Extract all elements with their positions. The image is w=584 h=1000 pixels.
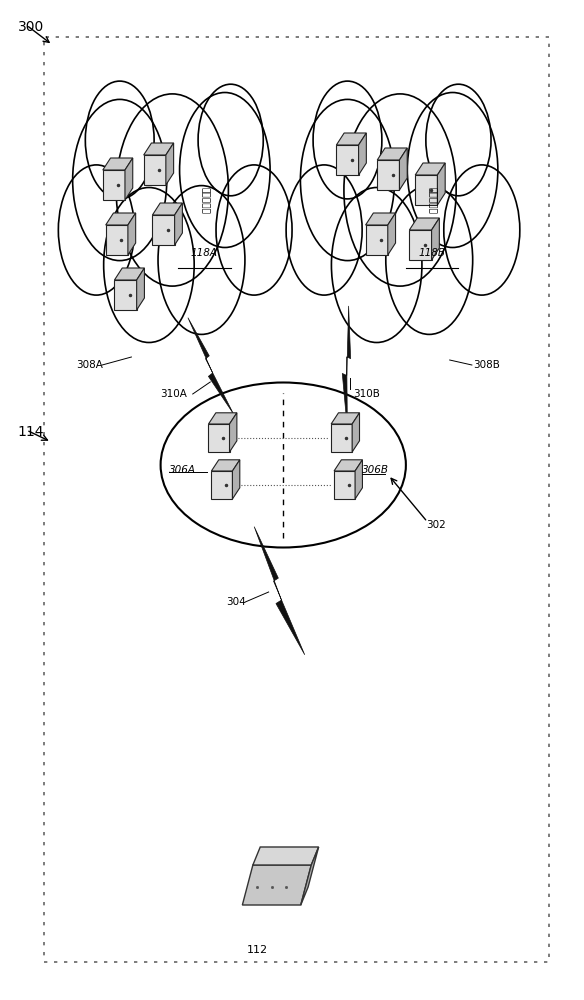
Polygon shape	[106, 225, 128, 255]
Text: 118A: 118A	[191, 248, 218, 258]
Polygon shape	[415, 163, 445, 175]
Circle shape	[286, 165, 362, 295]
Circle shape	[332, 188, 422, 342]
Circle shape	[408, 92, 498, 247]
Polygon shape	[211, 460, 240, 471]
Text: 118B: 118B	[419, 248, 446, 258]
Polygon shape	[359, 133, 366, 175]
Circle shape	[386, 186, 472, 334]
Polygon shape	[144, 143, 173, 155]
Polygon shape	[152, 215, 175, 245]
Polygon shape	[152, 203, 182, 215]
Circle shape	[72, 99, 167, 261]
Polygon shape	[377, 148, 407, 160]
Text: 306A: 306A	[169, 465, 196, 475]
Polygon shape	[230, 413, 237, 452]
Polygon shape	[103, 170, 125, 200]
Polygon shape	[377, 160, 399, 190]
Polygon shape	[208, 424, 230, 452]
Polygon shape	[128, 213, 135, 255]
Polygon shape	[336, 133, 366, 145]
Polygon shape	[211, 471, 232, 499]
Circle shape	[116, 94, 228, 286]
Circle shape	[198, 84, 263, 196]
Polygon shape	[125, 158, 133, 200]
Circle shape	[300, 99, 395, 261]
Polygon shape	[388, 213, 395, 255]
Polygon shape	[415, 175, 437, 205]
Polygon shape	[253, 847, 319, 865]
Polygon shape	[208, 413, 237, 424]
Polygon shape	[114, 268, 144, 280]
Ellipse shape	[161, 382, 406, 548]
Circle shape	[313, 81, 382, 199]
Text: 112: 112	[246, 945, 267, 955]
Polygon shape	[366, 225, 388, 255]
Circle shape	[344, 94, 456, 286]
Circle shape	[216, 165, 292, 295]
Text: 306B: 306B	[362, 465, 389, 475]
Text: 114: 114	[18, 425, 44, 439]
Polygon shape	[399, 148, 407, 190]
Text: 虚拟私有云: 虚拟私有云	[200, 187, 209, 213]
Text: 300: 300	[18, 20, 44, 34]
Polygon shape	[254, 527, 305, 655]
Polygon shape	[336, 145, 359, 175]
Polygon shape	[188, 318, 234, 414]
Polygon shape	[301, 847, 319, 905]
Polygon shape	[166, 143, 173, 185]
Polygon shape	[114, 280, 137, 310]
Polygon shape	[355, 460, 363, 499]
Text: 308B: 308B	[473, 360, 500, 370]
Circle shape	[444, 165, 520, 295]
Polygon shape	[366, 213, 395, 225]
Polygon shape	[334, 471, 355, 499]
Text: 虚拟私有云: 虚拟私有云	[427, 187, 437, 213]
Polygon shape	[331, 413, 360, 424]
Circle shape	[58, 165, 134, 295]
Text: 308A: 308A	[76, 360, 103, 370]
Circle shape	[426, 84, 491, 196]
Circle shape	[180, 92, 270, 247]
Polygon shape	[432, 218, 439, 260]
Polygon shape	[106, 213, 135, 225]
Text: 310A: 310A	[161, 389, 187, 399]
Polygon shape	[144, 155, 166, 185]
Polygon shape	[409, 218, 439, 230]
Polygon shape	[437, 163, 445, 205]
Text: 310B: 310B	[353, 389, 380, 399]
Polygon shape	[342, 306, 350, 430]
Text: 304: 304	[227, 597, 246, 607]
Polygon shape	[242, 865, 311, 905]
Circle shape	[104, 188, 194, 342]
Circle shape	[158, 186, 245, 334]
Polygon shape	[103, 158, 133, 170]
Circle shape	[85, 81, 154, 199]
Polygon shape	[232, 460, 240, 499]
Polygon shape	[334, 460, 363, 471]
Polygon shape	[331, 424, 352, 452]
Polygon shape	[409, 230, 432, 260]
Polygon shape	[352, 413, 360, 452]
Polygon shape	[175, 203, 182, 245]
Polygon shape	[137, 268, 144, 310]
Text: 302: 302	[426, 520, 446, 530]
